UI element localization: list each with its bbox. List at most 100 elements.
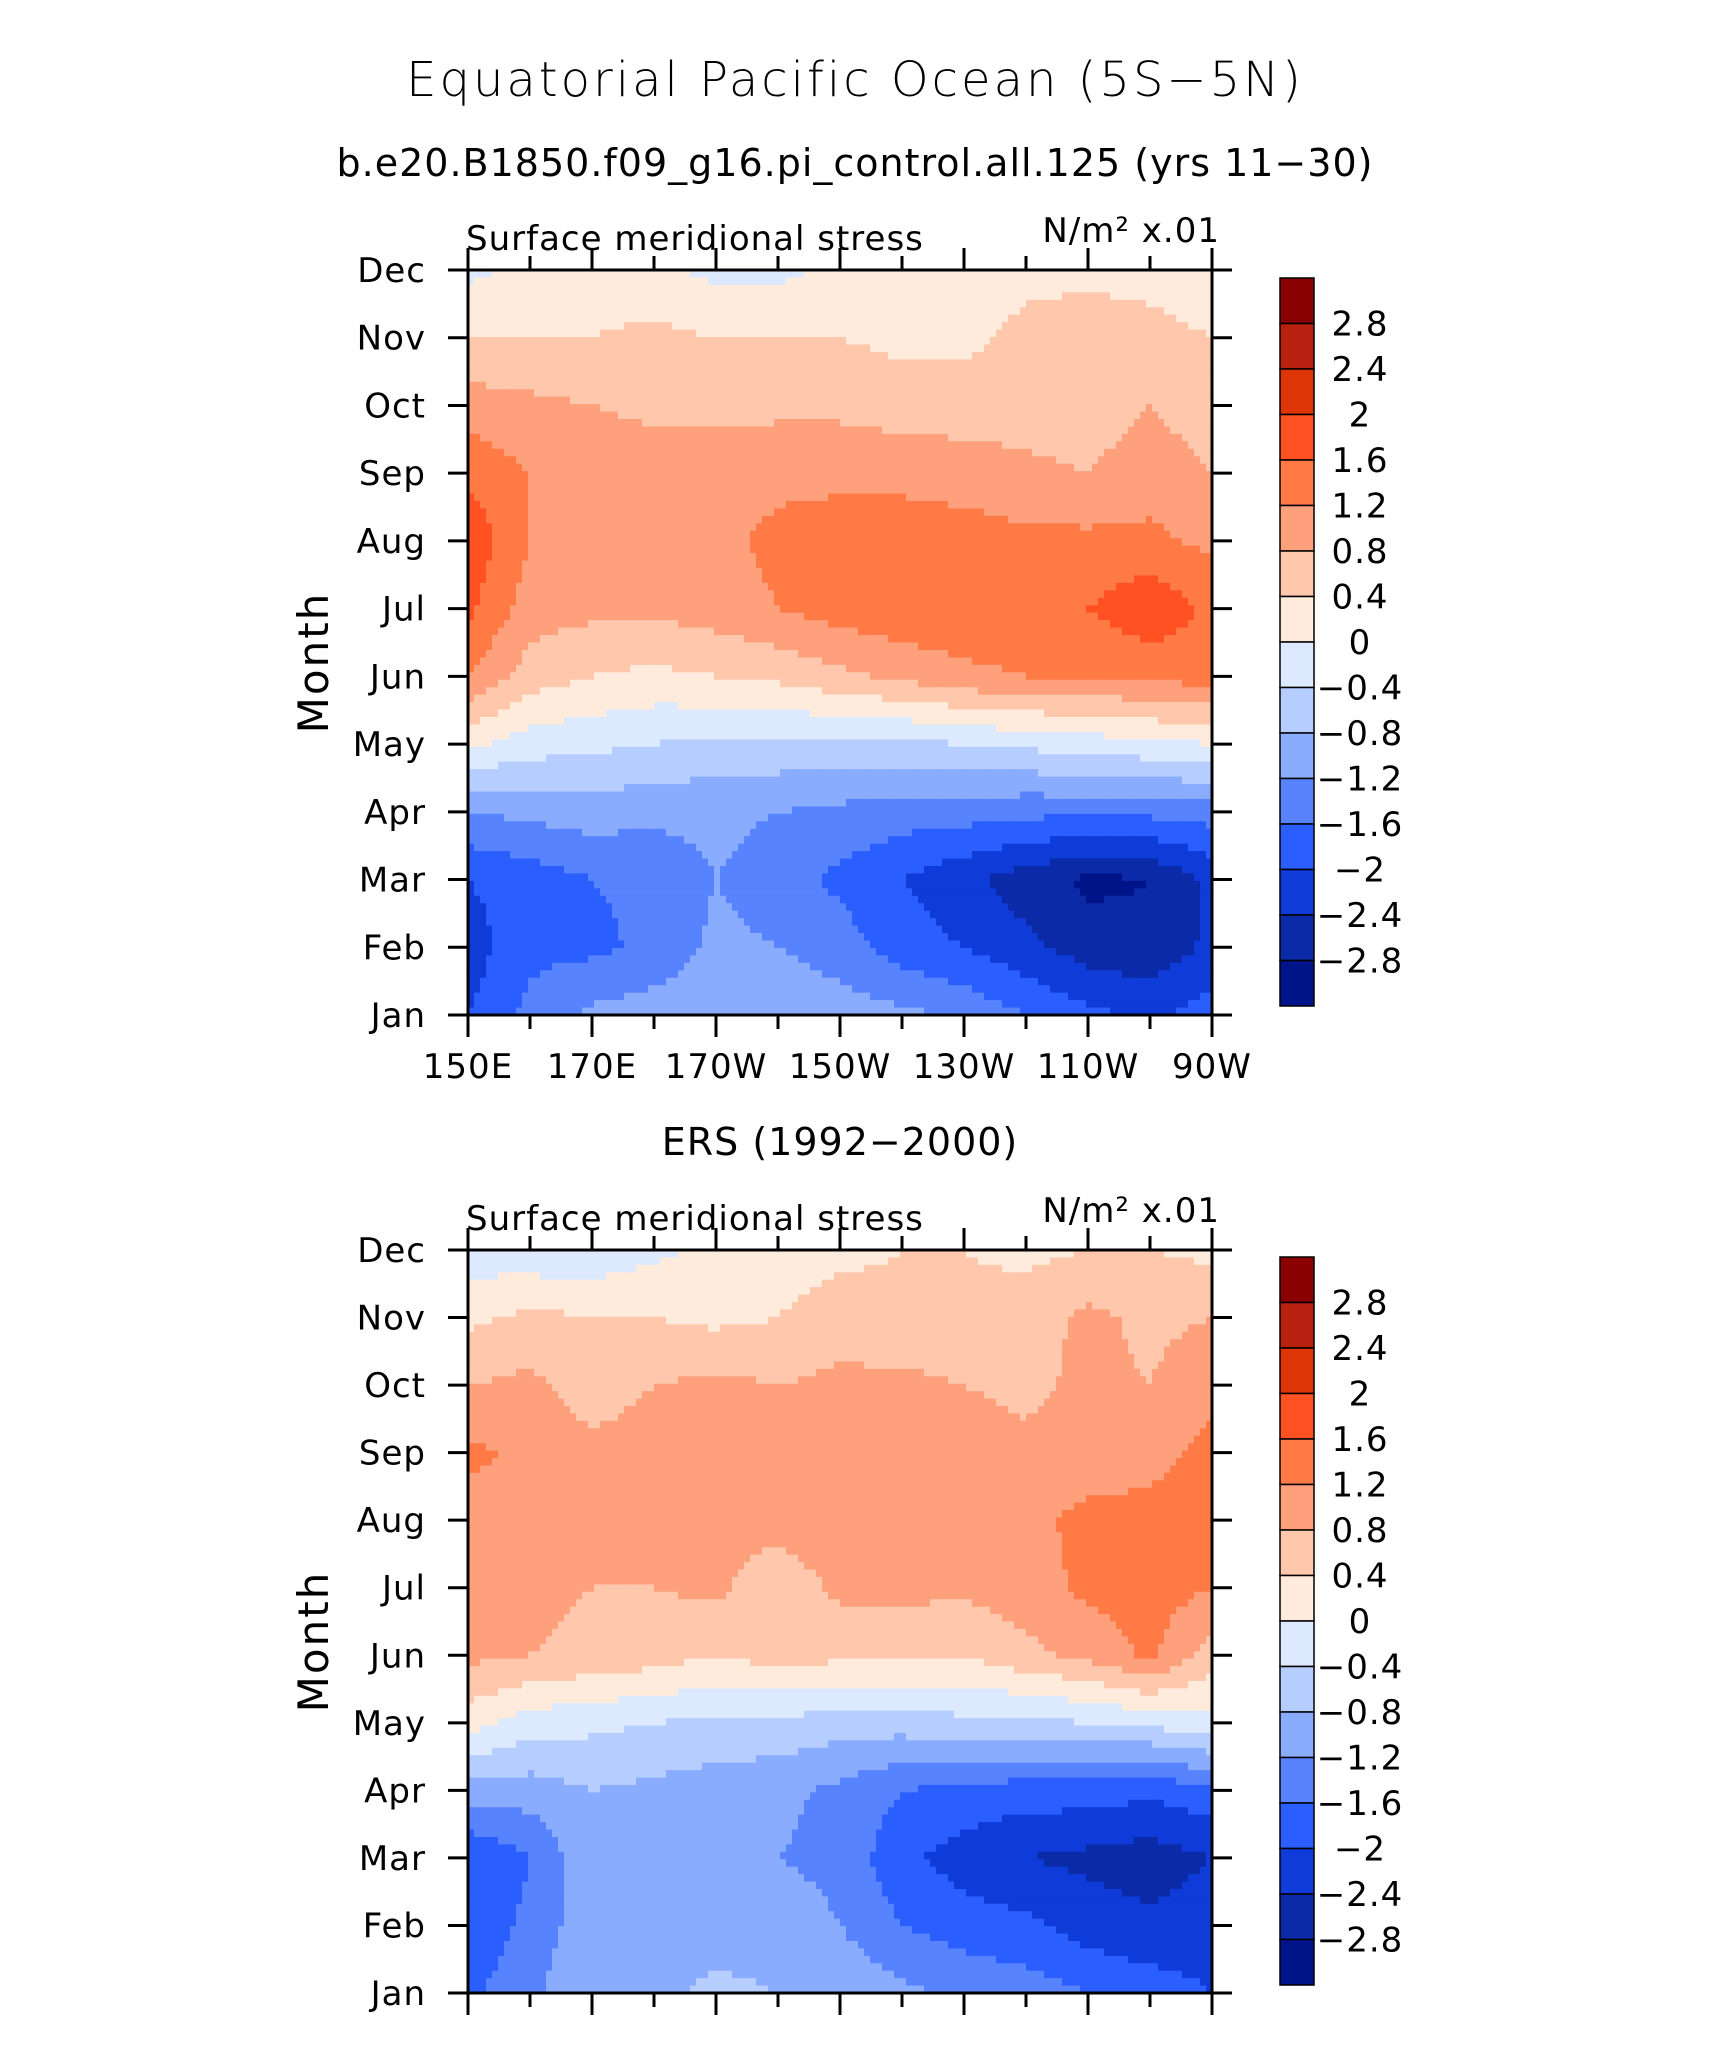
heatmap-cell (786, 508, 793, 517)
heatmap-cell (1194, 411, 1201, 420)
heatmap-cell (1152, 508, 1159, 517)
heatmap-cell (552, 433, 559, 442)
heatmap-cell (1194, 359, 1201, 368)
heatmap-cell (930, 381, 937, 390)
heatmap-cell (684, 344, 691, 353)
heatmap-cell (882, 530, 889, 539)
heatmap-cell (1116, 553, 1123, 562)
heatmap-cell (990, 538, 997, 547)
heatmap-cell (786, 277, 793, 286)
heatmap-cell (600, 456, 607, 465)
heatmap-cell (912, 322, 919, 331)
heatmap-cell (912, 493, 919, 502)
heatmap-cell (528, 314, 535, 323)
heatmap-cell (882, 374, 889, 383)
heatmap-cell (1032, 500, 1039, 509)
heatmap-cell (858, 508, 865, 517)
heatmap-cell (768, 277, 775, 286)
heatmap-cell (1098, 344, 1105, 353)
heatmap-cell (630, 515, 637, 524)
heatmap-cell (816, 411, 823, 420)
heatmap-cell (546, 486, 553, 495)
heatmap-cell (966, 448, 973, 457)
heatmap-cell (552, 366, 559, 375)
heatmap-cell (564, 419, 571, 428)
heatmap-cell (864, 411, 871, 420)
heatmap-cell (510, 486, 517, 495)
heatmap-cell (942, 500, 949, 509)
heatmap-cell (1026, 381, 1033, 390)
heatmap-cell (924, 366, 931, 375)
heatmap-cell (1122, 366, 1129, 375)
heatmap-cell (948, 389, 955, 398)
heatmap-cell (1188, 270, 1195, 279)
heatmap-cell (528, 426, 535, 435)
heatmap-cell (894, 508, 901, 517)
heatmap-cell (870, 478, 877, 487)
heatmap-cell (1170, 359, 1177, 368)
heatmap-cell (930, 396, 937, 405)
heatmap-cell (558, 299, 565, 308)
heatmap-cell (636, 523, 643, 532)
heatmap-cell (594, 404, 601, 413)
heatmap-cell (1170, 389, 1177, 398)
heatmap-cell (1140, 314, 1147, 323)
heatmap-cell (564, 463, 571, 472)
heatmap-cell (1014, 351, 1021, 360)
heatmap-cell (558, 359, 565, 368)
heatmap-cell (540, 463, 547, 472)
heatmap-cell (666, 463, 673, 472)
heatmap-cell (978, 292, 985, 301)
heatmap-cell (894, 433, 901, 442)
heatmap-cell (1086, 359, 1093, 368)
heatmap-cell (894, 471, 901, 480)
heatmap-cell (738, 284, 745, 293)
heatmap-cell (1176, 389, 1183, 398)
heatmap-cell (1194, 322, 1201, 331)
heatmap-cell (1176, 344, 1183, 353)
heatmap-cell (936, 448, 943, 457)
heatmap-cell (564, 426, 571, 435)
heatmap-cell (708, 508, 715, 517)
heatmap-cell (582, 471, 589, 480)
heatmap-cell (894, 389, 901, 398)
heatmap-cell (798, 284, 805, 293)
heatmap-cell (1026, 277, 1033, 286)
heatmap-cell (894, 515, 901, 524)
heatmap-cell (852, 299, 859, 308)
heatmap-cell (996, 277, 1003, 286)
heatmap-cell (816, 560, 823, 569)
heatmap-cell (822, 389, 829, 398)
heatmap-cell (720, 478, 727, 487)
heatmap-cell (792, 270, 799, 279)
heatmap-cell (786, 478, 793, 487)
heatmap-cell (762, 337, 769, 346)
heatmap-cell (1080, 523, 1087, 532)
heatmap-cell (732, 314, 739, 323)
heatmap-cell (1038, 530, 1045, 539)
heatmap-cell (660, 523, 667, 532)
heatmap-cell (660, 471, 667, 480)
heatmap-cell (780, 374, 787, 383)
heatmap-cell (1146, 486, 1153, 495)
heatmap-cell (840, 329, 847, 338)
heatmap-cell (534, 351, 541, 360)
heatmap-cell (1104, 456, 1111, 465)
heatmap-cell (498, 351, 505, 360)
heatmap-cell (630, 560, 637, 569)
heatmap-cell (1140, 538, 1147, 547)
heatmap-cell (750, 351, 757, 360)
heatmap-cell (786, 337, 793, 346)
heatmap-cell (852, 404, 859, 413)
heatmap-cell (1128, 508, 1135, 517)
heatmap-cell (792, 500, 799, 509)
heatmap-cell (690, 426, 697, 435)
heatmap-cell (516, 515, 523, 524)
heatmap-cell (504, 500, 511, 509)
heatmap-cell (1038, 441, 1045, 450)
heatmap-cell (726, 545, 733, 554)
heatmap-cell (1050, 359, 1057, 368)
heatmap-cell (708, 515, 715, 524)
heatmap-cell (660, 359, 667, 368)
heatmap-cell (630, 344, 637, 353)
